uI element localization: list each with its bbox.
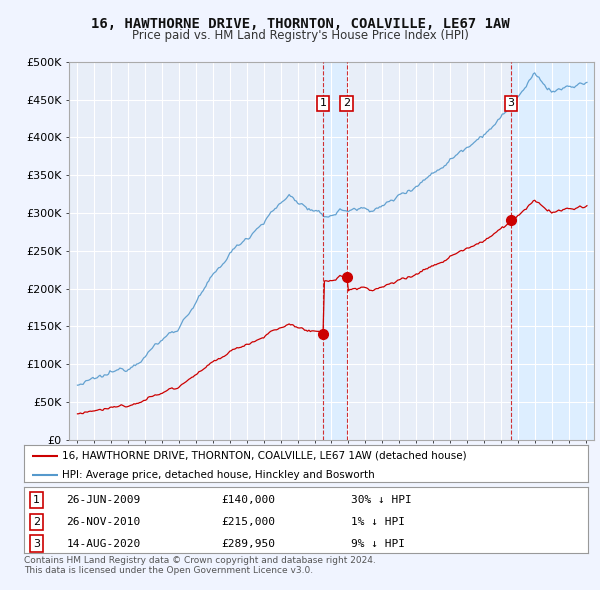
Text: 1: 1 xyxy=(320,99,326,109)
Text: £215,000: £215,000 xyxy=(221,517,275,527)
Text: £289,950: £289,950 xyxy=(221,539,275,549)
Text: 30% ↓ HPI: 30% ↓ HPI xyxy=(351,495,412,505)
Text: This data is licensed under the Open Government Licence v3.0.: This data is licensed under the Open Gov… xyxy=(24,566,313,575)
Text: 1% ↓ HPI: 1% ↓ HPI xyxy=(351,517,405,527)
Bar xyxy=(511,62,594,440)
Text: HPI: Average price, detached house, Hinckley and Bosworth: HPI: Average price, detached house, Hinc… xyxy=(62,470,375,480)
Text: 2: 2 xyxy=(343,99,350,109)
Text: 16, HAWTHORNE DRIVE, THORNTON, COALVILLE, LE67 1AW: 16, HAWTHORNE DRIVE, THORNTON, COALVILLE… xyxy=(91,17,509,31)
Text: 9% ↓ HPI: 9% ↓ HPI xyxy=(351,539,405,549)
Text: 14-AUG-2020: 14-AUG-2020 xyxy=(66,539,140,549)
Text: 3: 3 xyxy=(508,99,515,109)
Text: 26-NOV-2010: 26-NOV-2010 xyxy=(66,517,140,527)
Text: Contains HM Land Registry data © Crown copyright and database right 2024.: Contains HM Land Registry data © Crown c… xyxy=(24,556,376,565)
Bar xyxy=(323,62,347,440)
Text: Price paid vs. HM Land Registry's House Price Index (HPI): Price paid vs. HM Land Registry's House … xyxy=(131,30,469,42)
Text: £140,000: £140,000 xyxy=(221,495,275,505)
Text: 3: 3 xyxy=(33,539,40,549)
Text: 16, HAWTHORNE DRIVE, THORNTON, COALVILLE, LE67 1AW (detached house): 16, HAWTHORNE DRIVE, THORNTON, COALVILLE… xyxy=(62,451,467,461)
Text: 1: 1 xyxy=(33,495,40,505)
Text: 26-JUN-2009: 26-JUN-2009 xyxy=(66,495,140,505)
Text: 2: 2 xyxy=(33,517,40,527)
